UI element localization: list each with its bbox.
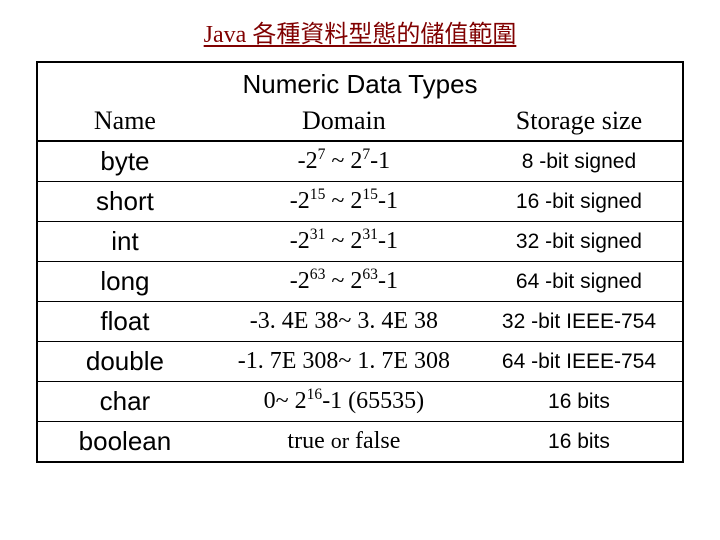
cell-storage: 64 -bit signed	[476, 262, 682, 302]
cell-storage: 8 -bit signed	[476, 141, 682, 182]
cell-storage: 16 -bit signed	[476, 182, 682, 222]
col-header-domain: Domain	[212, 102, 476, 141]
cell-domain: -215 ~ 215-1	[212, 182, 476, 222]
numeric-types-table-wrap: Numeric Data Types Name Domain Storage s…	[36, 61, 684, 463]
table-row: byte-27 ~ 27-18 -bit signed	[38, 141, 682, 182]
cell-name: boolean	[38, 422, 212, 462]
cell-name: double	[38, 342, 212, 382]
table-super-header: Numeric Data Types	[38, 63, 682, 102]
table-row: double-1. 7E 308~ 1. 7E 30864 -bit IEEE-…	[38, 342, 682, 382]
cell-domain: true or false	[212, 422, 476, 462]
cell-name: byte	[38, 141, 212, 182]
cell-name: short	[38, 182, 212, 222]
cell-domain: -263 ~ 263-1	[212, 262, 476, 302]
numeric-types-table: Name Domain Storage size byte-27 ~ 27-18…	[38, 102, 682, 461]
cell-domain: -231 ~ 231-1	[212, 222, 476, 262]
page-title: Java 各種資料型態的儲值範圍	[36, 14, 684, 49]
table-body: byte-27 ~ 27-18 -bit signedshort-215 ~ 2…	[38, 141, 682, 461]
table-row: long-263 ~ 263-164 -bit signed	[38, 262, 682, 302]
cell-name: char	[38, 382, 212, 422]
cell-name: int	[38, 222, 212, 262]
cell-name: float	[38, 302, 212, 342]
col-header-storage: Storage size	[476, 102, 682, 141]
cell-domain: -1. 7E 308~ 1. 7E 308	[212, 342, 476, 382]
cell-storage: 32 -bit signed	[476, 222, 682, 262]
cell-storage: 64 -bit IEEE-754	[476, 342, 682, 382]
cell-name: long	[38, 262, 212, 302]
cell-domain: 0~ 216-1 (65535)	[212, 382, 476, 422]
cell-domain: -3. 4E 38~ 3. 4E 38	[212, 302, 476, 342]
cell-domain: -27 ~ 27-1	[212, 141, 476, 182]
cell-storage: 32 -bit IEEE-754	[476, 302, 682, 342]
table-header-row: Name Domain Storage size	[38, 102, 682, 141]
table-row: int-231 ~ 231-132 -bit signed	[38, 222, 682, 262]
page: Java 各種資料型態的儲值範圍 Numeric Data Types Name…	[0, 0, 720, 463]
col-header-name: Name	[38, 102, 212, 141]
table-row: booleantrue or false16 bits	[38, 422, 682, 462]
table-row: float-3. 4E 38~ 3. 4E 3832 -bit IEEE-754	[38, 302, 682, 342]
table-row: short-215 ~ 215-116 -bit signed	[38, 182, 682, 222]
cell-storage: 16 bits	[476, 382, 682, 422]
table-row: char0~ 216-1 (65535)16 bits	[38, 382, 682, 422]
cell-storage: 16 bits	[476, 422, 682, 462]
